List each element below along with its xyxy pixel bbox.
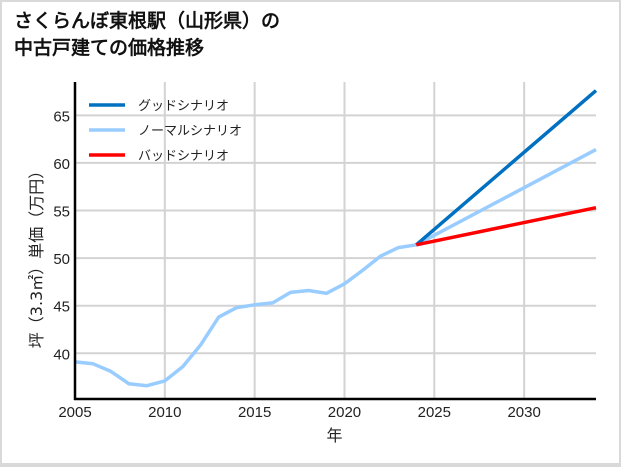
y-tick-label: 60 <box>53 156 70 173</box>
x-tick-label: 2025 <box>418 404 451 421</box>
y-tick-labels: 40 45 50 55 60 65 <box>53 108 70 363</box>
x-tick-label: 2015 <box>238 404 271 421</box>
x-tick-label: 2005 <box>58 404 91 421</box>
legend-label: グッドシナリオ <box>138 99 229 114</box>
series-line <box>415 205 597 247</box>
y-tick-label: 50 <box>53 251 70 268</box>
x-tick-label: 2020 <box>328 404 361 421</box>
y-tick-label: 40 <box>53 346 70 363</box>
legend-label: バッドシナリオ <box>138 149 229 164</box>
x-axis-label: 年 <box>326 426 342 445</box>
axes <box>73 82 596 401</box>
x-tick-label: 2010 <box>148 404 181 421</box>
y-tick-label: 55 <box>53 204 70 221</box>
chart-title: さくらんぼ東根駅（山形県）の 中古戸建ての価格推移 <box>14 10 281 59</box>
data-lines <box>74 89 598 388</box>
x-tick-labels: 2005 2010 2015 2020 2025 2030 <box>58 404 541 421</box>
y-tick-label: 45 <box>53 299 70 316</box>
series-line <box>74 148 597 388</box>
series-line <box>415 89 598 247</box>
y-tick-label: 65 <box>53 108 70 125</box>
legend-label: ノーマルシナリオ <box>138 124 242 139</box>
y-axis-label: 坪（3.3㎡）単価（万円） <box>27 163 46 348</box>
x-tick-label: 2030 <box>507 404 540 421</box>
